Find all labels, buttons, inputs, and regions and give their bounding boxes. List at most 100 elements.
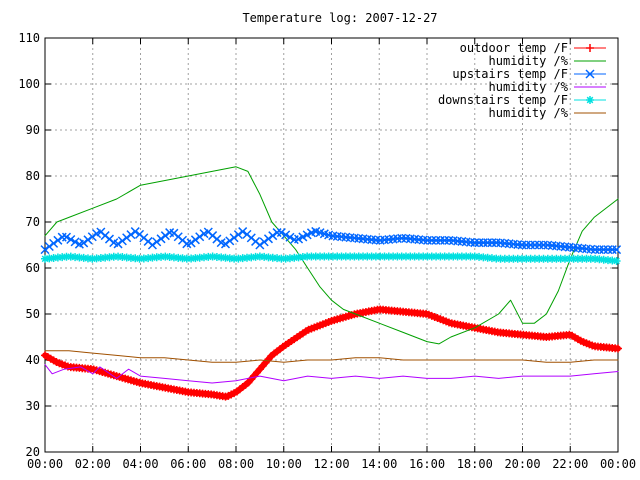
- x-tick-label: 12:00: [313, 457, 349, 471]
- series-point: [307, 252, 316, 261]
- series-point: [492, 254, 501, 263]
- series-point: [70, 237, 80, 247]
- legend-entry: humidity /%: [489, 106, 606, 120]
- series-point: [419, 252, 428, 261]
- series-point: [552, 254, 561, 263]
- series-1: [44, 166, 619, 345]
- series-point: [255, 240, 265, 250]
- series-point: [586, 44, 594, 52]
- series-point: [190, 235, 200, 245]
- series-point: [285, 232, 295, 242]
- x-tick-label: 02:00: [75, 457, 111, 471]
- legend-label: humidity /%: [489, 80, 569, 94]
- series-point: [513, 254, 522, 263]
- series-point: [585, 69, 595, 79]
- series-point: [122, 253, 131, 262]
- x-tick-label: 10:00: [266, 457, 302, 471]
- series-2: [40, 226, 622, 255]
- series-point: [479, 253, 488, 262]
- y-tick-label: 50: [26, 307, 40, 321]
- series-point: [230, 254, 239, 263]
- series-point: [186, 238, 196, 248]
- series-point: [397, 252, 406, 261]
- series-point: [187, 254, 196, 263]
- series-point: [200, 253, 209, 262]
- y-tick-label: 70: [26, 215, 40, 229]
- series-point: [427, 252, 436, 261]
- series-point: [599, 255, 608, 264]
- series-point: [393, 252, 402, 261]
- series-point: [406, 252, 415, 261]
- series-point: [165, 253, 174, 262]
- series-point: [182, 254, 191, 263]
- series-line: [44, 364, 619, 384]
- series-point: [41, 254, 49, 263]
- series-point: [242, 253, 251, 262]
- series-point: [281, 254, 290, 263]
- series-point: [49, 238, 59, 248]
- series-point: [273, 254, 282, 263]
- series-point: [586, 254, 595, 263]
- series-point: [530, 254, 539, 263]
- series-point: [66, 252, 75, 261]
- series-point: [608, 256, 617, 265]
- series-point: [543, 254, 552, 263]
- series-point: [195, 253, 204, 262]
- series-point: [436, 252, 445, 261]
- series-point: [255, 252, 264, 261]
- series-point: [483, 253, 492, 262]
- series-point: [410, 252, 419, 261]
- series-point: [92, 254, 101, 263]
- series-point: [453, 252, 462, 261]
- series-point: [238, 254, 247, 263]
- y-tick-label: 40: [26, 353, 40, 367]
- series-point: [565, 254, 574, 263]
- series-point: [462, 252, 471, 261]
- series-point: [88, 254, 97, 263]
- series-point: [113, 239, 123, 249]
- series-point: [303, 252, 312, 261]
- series-point: [251, 252, 260, 261]
- series-point: [62, 252, 71, 261]
- series-point: [522, 254, 531, 263]
- series-point: [220, 239, 231, 249]
- series-point: [174, 253, 183, 262]
- axes: 20 30 40 50 60 70 80 90 100 110 00:00 02:00 04:00 06:…: [18, 31, 636, 471]
- legend-label: downstairs temp /F: [438, 93, 568, 107]
- series-point: [148, 253, 157, 262]
- series-point: [195, 232, 205, 242]
- series-point: [259, 237, 269, 247]
- series-point: [341, 252, 350, 261]
- series-4: [41, 252, 621, 265]
- series-point: [556, 254, 565, 263]
- x-tick-label: 04:00: [122, 457, 158, 471]
- series-point: [316, 252, 325, 261]
- series-point: [225, 254, 234, 263]
- series-point: [147, 240, 157, 250]
- series-line: [44, 166, 619, 345]
- series-point: [384, 252, 393, 261]
- series-point: [212, 252, 221, 261]
- series-point: [595, 255, 604, 264]
- series-point: [401, 252, 410, 261]
- series-point: [79, 238, 89, 248]
- series-point: [591, 254, 600, 263]
- series-point: [487, 254, 496, 263]
- series-point: [475, 252, 484, 261]
- series-point: [367, 252, 376, 261]
- legend-entry: outdoor temp /F: [460, 41, 606, 55]
- series-point: [96, 254, 105, 263]
- series-point: [359, 252, 368, 261]
- series-point: [58, 253, 67, 262]
- series-point: [61, 232, 72, 242]
- series-point: [130, 227, 140, 237]
- x-tick-label: 06:00: [170, 457, 206, 471]
- series-point: [350, 252, 359, 261]
- series-point: [328, 252, 337, 261]
- series-point: [260, 252, 269, 261]
- series-point: [371, 252, 380, 261]
- series-point: [276, 227, 286, 238]
- series-point: [118, 253, 127, 262]
- series-point: [178, 254, 187, 263]
